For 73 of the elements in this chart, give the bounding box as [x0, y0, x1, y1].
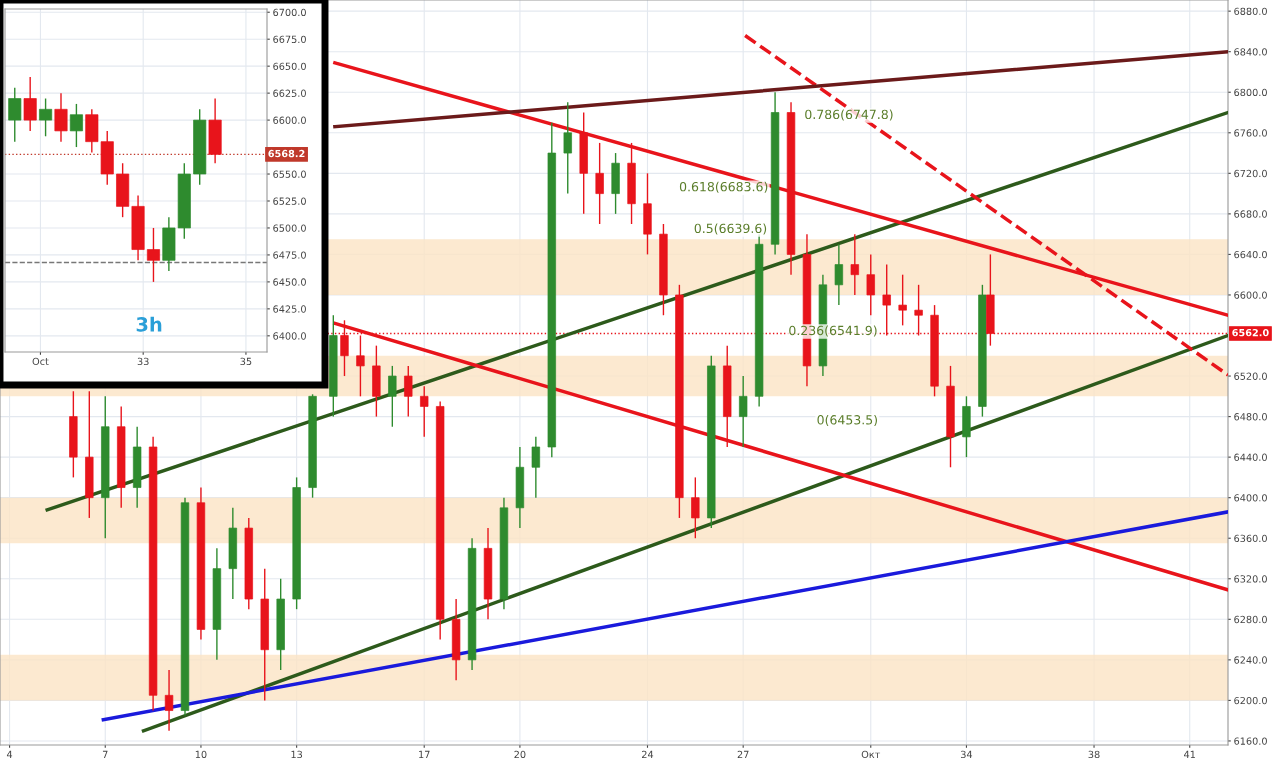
x-tick-label: 24 [642, 750, 654, 758]
x-tick-label: 17 [419, 750, 430, 758]
y-tick-label: 6525.0 [273, 197, 306, 205]
candlestick [39, 97, 53, 137]
x-tick-label: 41 [1184, 750, 1196, 758]
candlestick [739, 375, 748, 448]
candlestick [69, 103, 83, 148]
y-tick-label: 6640.0 [1234, 250, 1267, 259]
y-tick-label: 6500.0 [273, 224, 306, 232]
annotation: 0.5(6639.6) [694, 223, 767, 235]
ref-line-label: 6568.2 [268, 149, 305, 158]
candlestick [850, 233, 859, 296]
y-tick-label: 6160.0 [1234, 737, 1267, 745]
y-tick-label: 6650.0 [273, 62, 306, 70]
x-tick-label: 10 [195, 750, 207, 759]
y-tick-label: 6200.0 [1234, 696, 1267, 705]
candlestick [146, 227, 160, 283]
candlestick [54, 92, 68, 143]
candlestick [164, 669, 174, 732]
x-tick-label: 38 [1088, 750, 1100, 759]
y-tick-label: 6840.0 [1234, 48, 1267, 56]
y-tick-label: 6550.0 [273, 170, 306, 178]
candlestick [404, 365, 413, 418]
y-tick-label: 6700.0 [273, 8, 306, 17]
y-tick-label: 6760.0 [1234, 129, 1267, 137]
candlestick [898, 273, 907, 327]
candlestick [8, 87, 22, 143]
candlestick [834, 243, 844, 306]
y-tick-label: 6720.0 [1234, 169, 1267, 178]
y-tick-label: 6400.0 [1234, 494, 1267, 502]
y-tick-label: 6450.0 [273, 278, 306, 286]
y-tick-label: 6475.0 [273, 251, 306, 259]
annotation: 0.618(6683.6) [679, 181, 768, 193]
candlestick [563, 101, 572, 195]
candlestick [866, 253, 875, 316]
annotation: 0.786(6747.8) [805, 109, 893, 121]
y-tick-label: 6675.0 [273, 35, 306, 44]
y-tick-label: 6240.0 [1234, 656, 1267, 664]
y-tick-label: 6400.0 [273, 332, 306, 340]
candlestick [388, 365, 397, 428]
y-tick-label: 6625.0 [273, 89, 306, 97]
x-tick-label: 33 [137, 357, 149, 366]
y-tick-label: 6680.0 [1234, 210, 1267, 218]
candlestick [420, 385, 429, 438]
x-tick-label: 34 [961, 750, 973, 759]
annotation: 0(6453.5) [817, 414, 877, 427]
annotation: 0.236(6541.9) [789, 325, 877, 337]
y-tick-label: 6800.0 [1234, 88, 1267, 97]
y-tick-label: 6440.0 [1234, 453, 1267, 461]
y-tick-label: 6600.0 [1234, 291, 1267, 299]
annotation: 3h [136, 316, 162, 332]
candlestick [356, 334, 365, 398]
candlestick [691, 476, 700, 539]
x-tick-label: 7 [102, 750, 108, 758]
x-tick-label: Окт [861, 750, 881, 759]
ref-line-label: 6562.0 [1232, 328, 1269, 337]
x-tick-label: 27 [737, 750, 749, 758]
y-tick-label: 6880.0 [1234, 7, 1267, 15]
y-tick-label: 6360.0 [1234, 534, 1267, 543]
y-tick-label: 6280.0 [1234, 615, 1267, 624]
candlestick [531, 436, 541, 499]
y-tick-label: 6520.0 [1234, 372, 1267, 380]
y-tick-label: 6320.0 [1234, 575, 1267, 583]
x-tick-label: 35 [240, 357, 252, 366]
y-tick-label: 6425.0 [273, 305, 306, 313]
x-tick-label: Oct [32, 357, 49, 366]
x-tick-label: 13 [291, 750, 303, 759]
y-tick-label: 6480.0 [1234, 413, 1267, 421]
candlestick [595, 142, 604, 225]
candlestick [23, 76, 37, 132]
y-tick-label: 6600.0 [273, 116, 306, 124]
x-tick-label: 4 [6, 750, 13, 758]
x-tick-label: 20 [514, 750, 526, 759]
